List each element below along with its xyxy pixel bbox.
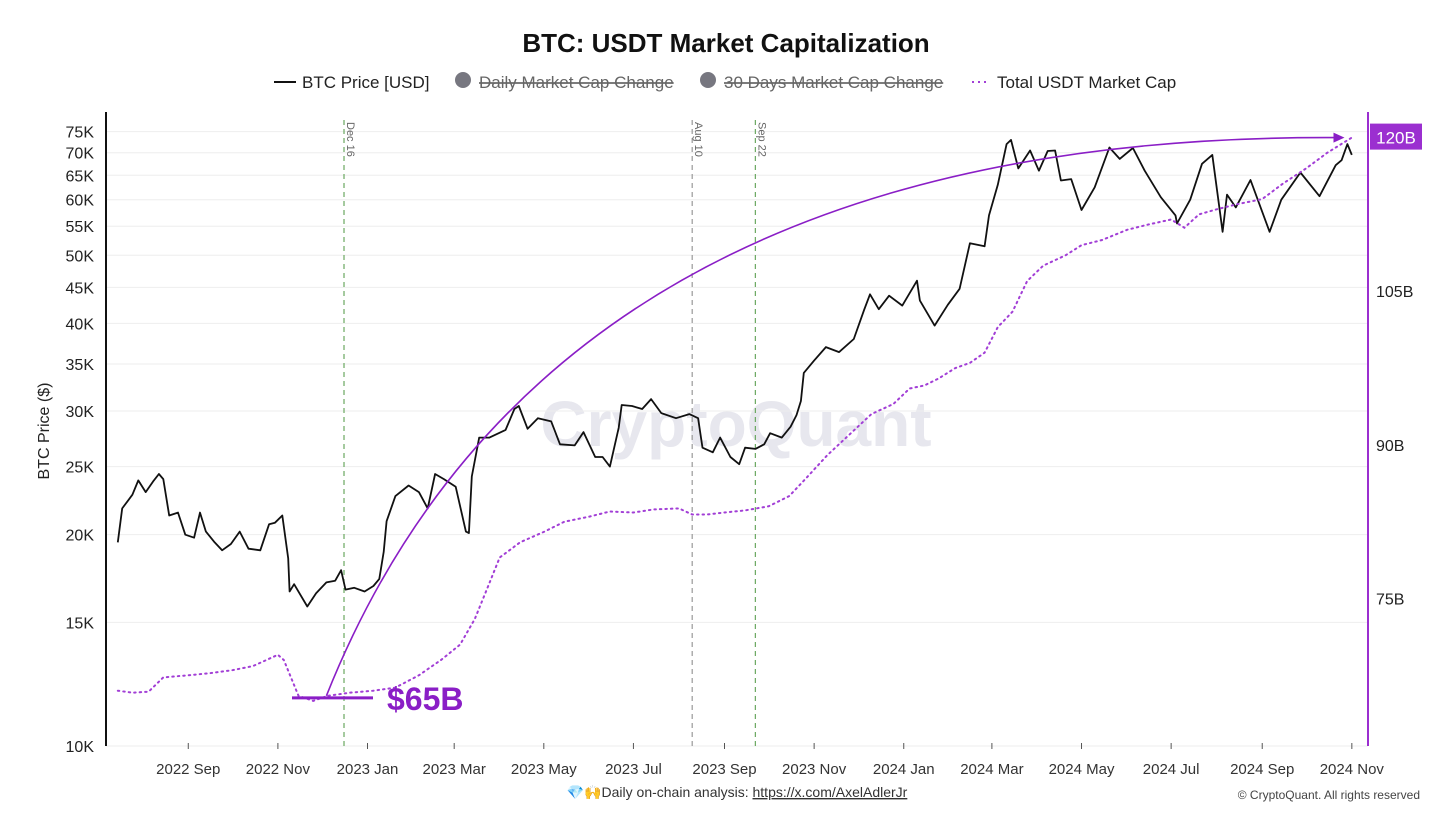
legend-item-daily-change[interactable]: Daily Market Cap Change [455, 72, 674, 92]
x-tick-label: 2023 Jul [605, 761, 662, 778]
growth-arrow-line [325, 136, 1337, 697]
series-layer [116, 136, 1353, 702]
y-tick-label: 25K [66, 460, 95, 477]
y2-tick-label: 90B [1376, 438, 1404, 455]
x-tick-label: 2024 Nov [1320, 761, 1385, 778]
chart-title: BTC: USDT Market Capitalization [522, 28, 929, 58]
y-tick-label: 65K [66, 168, 95, 185]
legend-label-daily-change: Daily Market Cap Change [479, 73, 674, 92]
x-tick-label: 2022 Sep [156, 761, 220, 778]
x-tick-label: 2024 Jul [1143, 761, 1200, 778]
x-tick-label: 2023 Sep [692, 761, 756, 778]
y-tick-label: 40K [66, 316, 95, 333]
y-tick-label: 35K [66, 357, 95, 374]
y-tick-label: 20K [66, 528, 95, 545]
y-axis-title: BTC Price ($) [36, 383, 53, 480]
legend-label-30d-change: 30 Days Market Cap Change [724, 73, 943, 92]
event-label: Dec 16 [344, 122, 356, 157]
x-tick-label: 2023 Jan [337, 761, 399, 778]
x-tick-label: 2024 May [1049, 761, 1115, 778]
legend-item-usdt-mcap[interactable]: Total USDT Market Cap [972, 73, 1176, 92]
legend-item-30d-change[interactable]: 30 Days Market Cap Change [700, 72, 943, 92]
y-tick-label: 10K [66, 739, 95, 756]
y-tick-label: 45K [66, 280, 95, 297]
svg-text:💎🙌Daily on-chain analysis: h: 💎🙌Daily on-chain analysis: https://x.com… [567, 784, 908, 800]
x-tick-label: 2024 Sep [1230, 761, 1294, 778]
y2-badge [1370, 123, 1422, 150]
event-markers: Dec 16 Aug 10 Sep 22 [343, 120, 767, 746]
legend-label-btc-price: BTC Price [USD] [302, 73, 430, 92]
arrow-head-icon [1333, 132, 1345, 143]
footer: 💎🙌Daily on-chain analysis: https://x.com… [567, 784, 1420, 802]
footer-link[interactable]: https://x.com/AxelAdlerJr [753, 784, 908, 800]
y-tick-label: 50K [66, 248, 95, 265]
x-tick-label: 2023 Mar [423, 761, 486, 778]
legend-dot-icon [700, 72, 716, 88]
x-tick-label: 2023 May [511, 761, 577, 778]
annotations: $65B [292, 132, 1345, 717]
watermark: CryptoQuant [540, 388, 931, 460]
x-tick-label: 2022 Nov [246, 761, 311, 778]
series-line-usdt-mcap [116, 136, 1353, 702]
axes: 75K 70K 65K 60K 55K 50K 45K 40K 35K 30K 25K 20K 15K 1… [66, 112, 1422, 778]
y2-tick-label: 75B [1376, 592, 1404, 609]
event-label: Aug 10 [692, 122, 704, 157]
y-tick-label: 60K [66, 193, 95, 210]
y-tick-label: 70K [66, 146, 95, 163]
event-label: Sep 22 [755, 122, 767, 157]
copyright: © CryptoQuant. All rights reserved [1238, 788, 1420, 802]
legend-label-usdt-mcap: Total USDT Market Cap [997, 73, 1176, 92]
y-tick-label: 55K [66, 219, 95, 236]
grid [106, 131, 1368, 747]
legend-item-btc-price[interactable]: BTC Price [USD] [274, 73, 430, 92]
footer-icons: 💎🙌 [567, 784, 602, 800]
y-tick-label: 30K [66, 404, 95, 421]
series-line-btc-price [116, 138, 1353, 608]
y2-badge-label: 120B [1376, 129, 1416, 148]
x-tick-label: 2024 Jan [873, 761, 935, 778]
x-tick-label: 2023 Nov [782, 761, 847, 778]
value-label-65b: $65B [387, 681, 464, 717]
legend-dot-icon [455, 72, 471, 88]
y-tick-label: 15K [66, 615, 95, 632]
footer-prefix: Daily on-chain analysis: [602, 784, 753, 800]
y2-tick-label: 105B [1376, 284, 1413, 301]
x-tick-label: 2024 Mar [960, 761, 1023, 778]
legend: BTC Price [USD] Daily Market Cap Change … [274, 72, 1176, 92]
y-tick-label: 75K [66, 125, 95, 142]
